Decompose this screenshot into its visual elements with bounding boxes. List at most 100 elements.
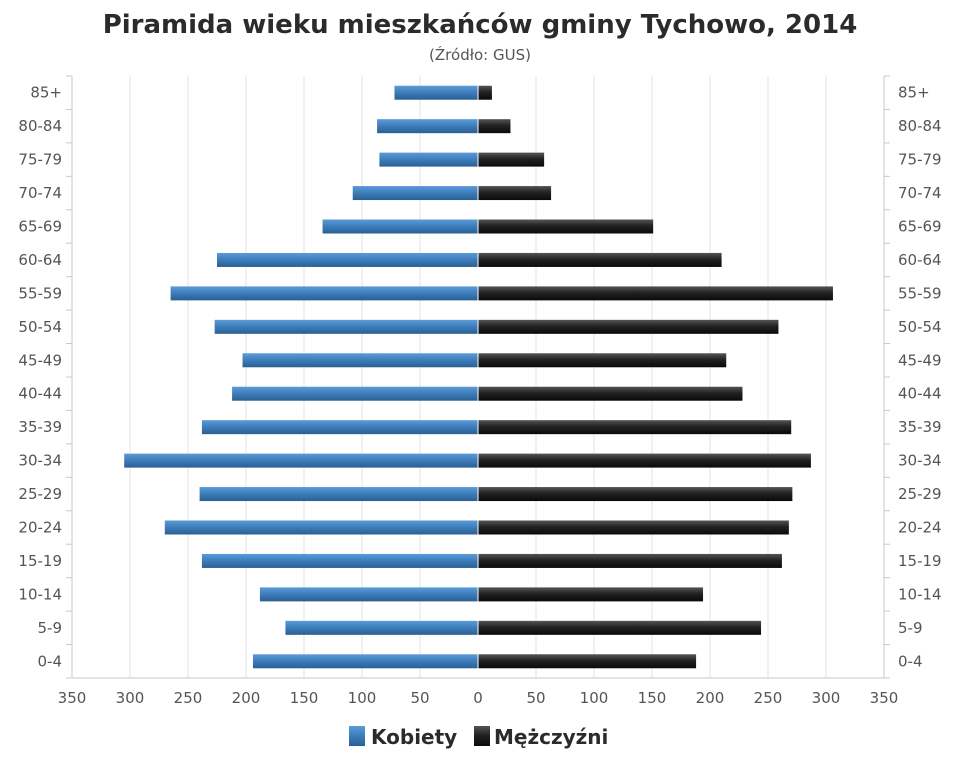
- y-category-label-right: 0-4: [898, 652, 923, 670]
- y-category-label-right: 80-84: [898, 117, 942, 135]
- bar-mezczyzni-80-84: [478, 119, 511, 134]
- y-category-label-left: 65-69: [18, 218, 62, 236]
- x-tick-label: 300: [812, 689, 841, 707]
- bar-kobiety-75-79: [379, 152, 478, 167]
- y-category-label-right: 45-49: [898, 351, 942, 369]
- bar-kobiety-55-59: [170, 286, 478, 301]
- bar-mezczyzni-45-49: [478, 353, 727, 368]
- y-category-label-left: 15-19: [18, 552, 62, 570]
- y-category-label-left: 5-9: [38, 619, 63, 637]
- y-category-label-left: 60-64: [18, 251, 62, 269]
- bar-mezczyzni-30-34: [478, 453, 811, 468]
- legend-swatch-kobiety: [349, 726, 365, 746]
- y-category-label-right: 10-14: [898, 585, 942, 603]
- bar-kobiety-30-34: [124, 453, 478, 468]
- bar-kobiety-45-49: [242, 353, 478, 368]
- bar-mezczyzni-0-4: [478, 654, 697, 669]
- x-tick-label: 50: [526, 689, 545, 707]
- x-tick-label: 200: [696, 689, 725, 707]
- x-tick-label: 300: [116, 689, 145, 707]
- bar-kobiety-0-4: [252, 654, 478, 669]
- y-category-label-left: 75-79: [18, 151, 62, 169]
- bar-kobiety-5-9: [285, 620, 478, 635]
- x-tick-label: 250: [174, 689, 203, 707]
- legend: Kobiety Mężczyźni: [349, 725, 608, 749]
- y-category-label-left: 40-44: [18, 385, 62, 403]
- y-category-label-left: 70-74: [18, 184, 62, 202]
- bar-kobiety-70-74: [352, 186, 478, 201]
- y-category-label-right: 60-64: [898, 251, 942, 269]
- bar-kobiety-40-44: [232, 386, 478, 401]
- bar-kobiety-10-14: [259, 587, 478, 602]
- bar-mezczyzni-15-19: [478, 553, 782, 568]
- x-tick-label: 350: [58, 689, 87, 707]
- bar-kobiety-25-29: [199, 487, 478, 502]
- y-category-label-right: 50-54: [898, 318, 942, 336]
- y-category-label-right: 20-24: [898, 519, 942, 537]
- y-category-label-left: 10-14: [18, 585, 62, 603]
- bar-mezczyzni-50-54: [478, 319, 779, 334]
- bar-kobiety-65-69: [322, 219, 478, 234]
- y-category-label-left: 20-24: [18, 519, 62, 537]
- y-category-label-right: 75-79: [898, 151, 942, 169]
- bar-mezczyzni-85+: [478, 85, 492, 100]
- bar-kobiety-15-19: [201, 553, 479, 568]
- y-category-label-left: 0-4: [38, 652, 63, 670]
- y-category-label-right: 15-19: [898, 552, 942, 570]
- y-category-label-right: 5-9: [898, 619, 923, 637]
- chart-subtitle: (Źródło: GUS): [429, 45, 531, 64]
- bar-mezczyzni-10-14: [478, 587, 704, 602]
- x-tick-label: 150: [638, 689, 667, 707]
- x-tick-label: 0: [473, 689, 483, 707]
- x-tick-label: 250: [754, 689, 783, 707]
- y-axis-labels-left: 85+ 80-84 75-79 70-74 65-69 60-64 55-59 50-54 45…: [18, 84, 62, 671]
- bar-kobiety-20-24: [164, 520, 479, 535]
- legend-label-kobiety: Kobiety: [371, 725, 457, 749]
- y-category-label-left: 80-84: [18, 117, 62, 135]
- x-tick-label: 350: [870, 689, 899, 707]
- y-category-label-right: 30-34: [898, 452, 942, 470]
- bar-mezczyzni-65-69: [478, 219, 654, 234]
- bar-mezczyzni-20-24: [478, 520, 789, 535]
- y-category-label-right: 25-29: [898, 485, 942, 503]
- y-category-label-right: 70-74: [898, 184, 942, 202]
- bar-mezczyzni-35-39: [478, 420, 792, 435]
- y-category-label-left: 85+: [30, 84, 62, 102]
- bar-kobiety-85+: [394, 85, 478, 100]
- x-tick-label: 100: [580, 689, 609, 707]
- bar-mezczyzni-5-9: [478, 620, 762, 635]
- legend-label-mezczyzni: Mężczyźni: [494, 725, 608, 749]
- bar-kobiety-60-64: [217, 252, 478, 267]
- x-tick-label: 200: [232, 689, 261, 707]
- y-category-label-left: 25-29: [18, 485, 62, 503]
- y-axis-labels-right: 85+ 80-84 75-79 70-74 65-69 60-64 55-59 50-54 45…: [898, 84, 942, 671]
- bar-mezczyzni-25-29: [478, 487, 793, 502]
- y-category-label-left: 30-34: [18, 452, 62, 470]
- legend-swatch-mezczyzni: [474, 726, 490, 746]
- bar-mezczyzni-75-79: [478, 152, 545, 167]
- bar-mezczyzni-55-59: [478, 286, 833, 301]
- y-category-label-left: 45-49: [18, 351, 62, 369]
- bar-mezczyzni-40-44: [478, 386, 743, 401]
- y-category-label-left: 35-39: [18, 418, 62, 436]
- y-category-label-left: 55-59: [18, 284, 62, 302]
- chart-title: Piramida wieku mieszkańców gminy Tychowo…: [103, 10, 858, 40]
- y-category-label-right: 35-39: [898, 418, 942, 436]
- grid-lines: [71, 76, 885, 678]
- bars: [124, 76, 833, 678]
- x-tick-label: 50: [410, 689, 429, 707]
- x-tick-label: 150: [290, 689, 319, 707]
- y-category-label-right: 55-59: [898, 284, 942, 302]
- bar-mezczyzni-70-74: [478, 186, 552, 201]
- bar-kobiety-35-39: [201, 420, 479, 435]
- y-category-label-right: 40-44: [898, 385, 942, 403]
- bar-kobiety-50-54: [214, 319, 478, 334]
- x-axis-tick-labels: 350 300 250 200 150 100 50 0 50 100 150 200 250 300 35…: [58, 689, 899, 707]
- y-category-label-right: 65-69: [898, 218, 942, 236]
- bar-kobiety-80-84: [377, 119, 478, 134]
- y-category-label-left: 50-54: [18, 318, 62, 336]
- y-category-label-right: 85+: [898, 84, 930, 102]
- x-tick-label: 100: [348, 689, 377, 707]
- bar-mezczyzni-60-64: [478, 252, 722, 267]
